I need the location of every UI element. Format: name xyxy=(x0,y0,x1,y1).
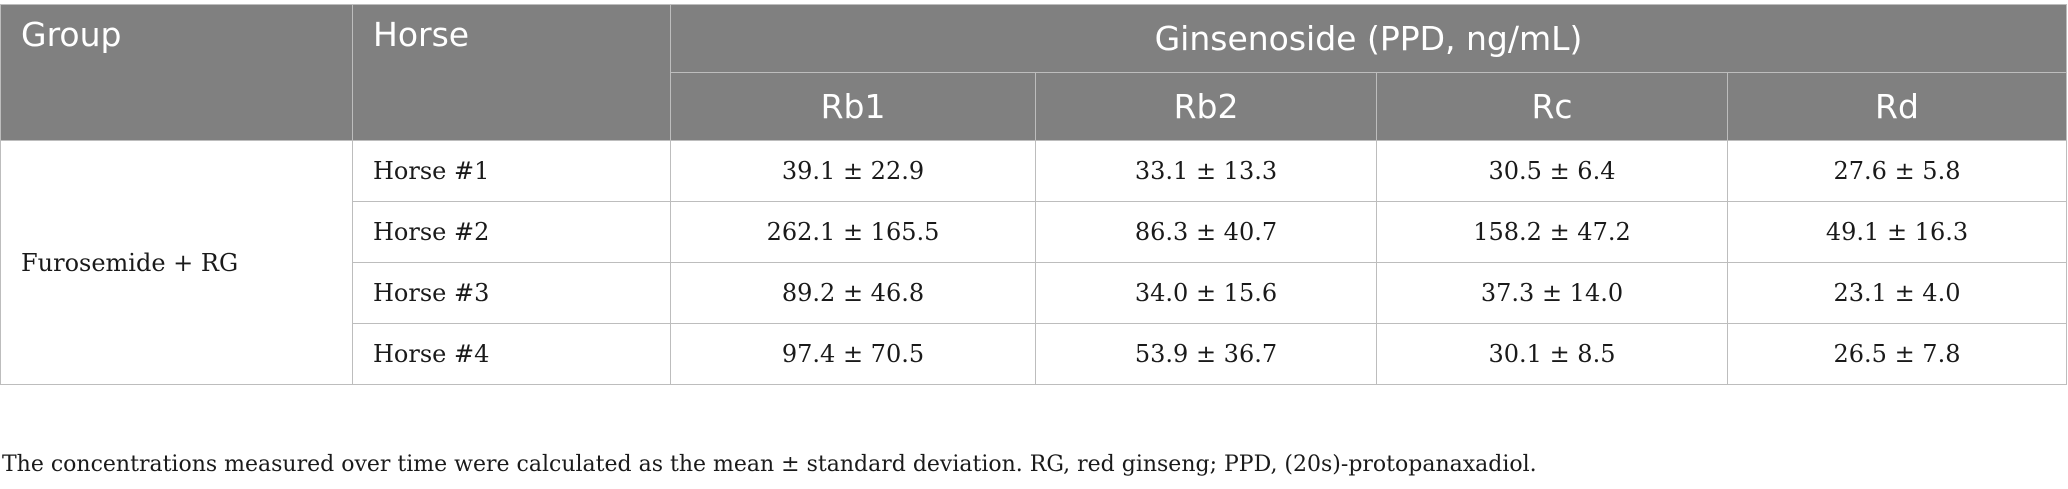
rc-cell: 30.5 ± 6.4 xyxy=(1376,140,1728,202)
table-row: Furosemide + RG Horse #1 39.1 ± 22.9 33.… xyxy=(0,140,2067,385)
header-ginsenoside: Ginsenoside (PPD, ng/mL) xyxy=(670,4,2067,73)
rd-cell: 27.6 ± 5.8 xyxy=(1727,140,2067,202)
rc-cell: 158.2 ± 47.2 xyxy=(1376,201,1728,263)
header-group: Group xyxy=(0,4,353,141)
rd-cell: 26.5 ± 7.8 xyxy=(1727,323,2067,385)
header-rb1: Rb1 xyxy=(670,72,1036,141)
rd-cell: 23.1 ± 4.0 xyxy=(1727,262,2067,324)
horse-cell: Horse #4 xyxy=(352,323,671,385)
ginsenoside-table: Group Horse Ginsenoside (PPD, ng/mL) Rb1… xyxy=(0,4,2067,385)
rb1-cell: 89.2 ± 46.8 xyxy=(670,262,1036,324)
horse-cell: Horse #3 xyxy=(352,262,671,324)
rc-cell: 37.3 ± 14.0 xyxy=(1376,262,1728,324)
rb2-cell: 53.9 ± 36.7 xyxy=(1035,323,1377,385)
horse-cell: Horse #1 xyxy=(352,140,671,202)
rb1-cell: 262.1 ± 165.5 xyxy=(670,201,1036,263)
group-cell: Furosemide + RG xyxy=(0,140,353,385)
header-rc: Rc xyxy=(1376,72,1728,141)
rb1-cell: 39.1 ± 22.9 xyxy=(670,140,1036,202)
table-header: Group Horse Ginsenoside (PPD, ng/mL) Rb1… xyxy=(0,4,2067,141)
header-rb2: Rb2 xyxy=(1035,72,1377,141)
table-row: Horse #3 89.2 ± 46.8 34.0 ± 15.6 37.3 ± … xyxy=(1,262,2067,324)
table-row: Horse #4 97.4 ± 70.5 53.9 ± 36.7 30.1 ± … xyxy=(1,323,2067,385)
rc-cell: 30.1 ± 8.5 xyxy=(1376,323,1728,385)
rb2-cell: 33.1 ± 13.3 xyxy=(1035,140,1377,202)
table-body: Furosemide + RG Horse #1 39.1 ± 22.9 33.… xyxy=(0,140,2067,385)
header-rd: Rd xyxy=(1727,72,2067,141)
header-horse: Horse xyxy=(352,4,671,141)
table-footnote: The concentrations measured over time we… xyxy=(2,452,1537,477)
rb2-cell: 34.0 ± 15.6 xyxy=(1035,262,1377,324)
rb2-cell: 86.3 ± 40.7 xyxy=(1035,201,1377,263)
rd-cell: 49.1 ± 16.3 xyxy=(1727,201,2067,263)
horse-cell: Horse #2 xyxy=(352,201,671,263)
rb1-cell: 97.4 ± 70.5 xyxy=(670,323,1036,385)
